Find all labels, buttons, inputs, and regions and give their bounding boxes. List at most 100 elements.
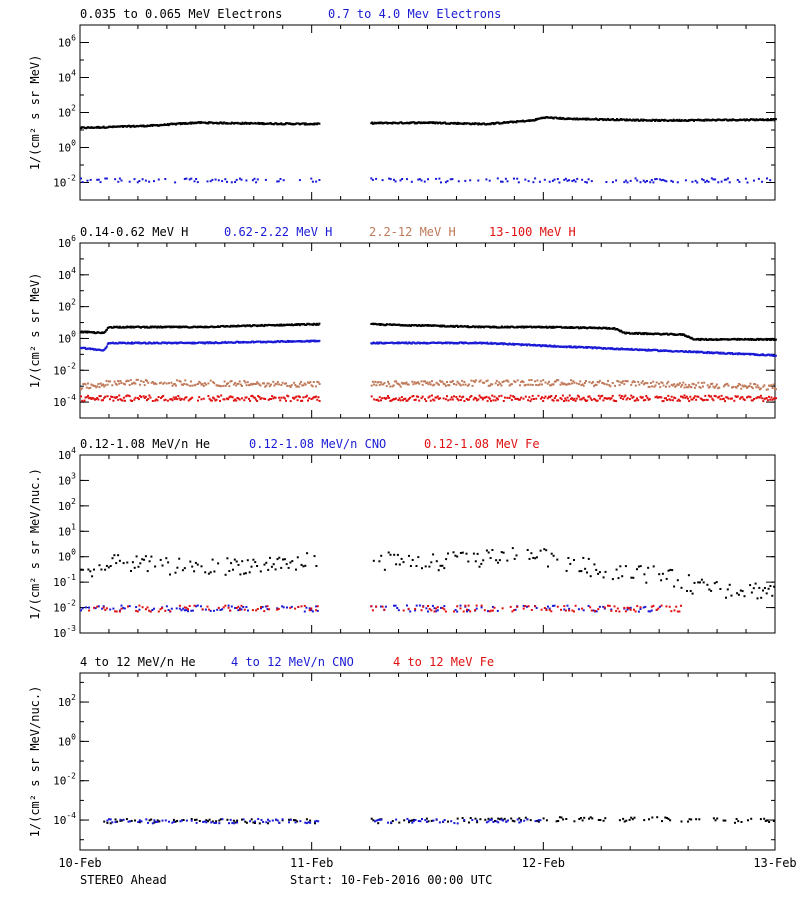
data-point (170, 398, 173, 401)
data-point (96, 605, 99, 608)
data-point (282, 396, 285, 399)
data-point (646, 396, 649, 399)
data-point (108, 818, 110, 821)
data-point (586, 399, 589, 402)
data-point (219, 399, 221, 402)
data-point (578, 570, 581, 573)
data-point (109, 565, 112, 567)
data-point (535, 384, 538, 386)
data-point (317, 396, 320, 399)
data-point (616, 380, 619, 382)
data-point (217, 562, 220, 565)
data-point (307, 399, 309, 402)
data-point (456, 398, 459, 400)
data-point (713, 386, 716, 389)
data-point (223, 398, 226, 401)
data-point (587, 557, 590, 560)
data-point (487, 551, 490, 554)
y-tick-label: 10-2 (53, 361, 76, 377)
data-point (144, 179, 147, 182)
data-point (590, 399, 593, 401)
data-point (453, 383, 455, 385)
data-point (90, 398, 93, 400)
data-point (100, 568, 103, 571)
data-point (544, 381, 547, 384)
data-point (432, 398, 435, 401)
data-point (528, 379, 531, 382)
data-point (687, 386, 689, 389)
data-point (633, 608, 635, 611)
data-point (315, 819, 318, 822)
data-point (128, 605, 131, 608)
data-point (558, 117, 561, 120)
data-point (221, 818, 224, 821)
data-point (138, 604, 141, 607)
data-point (506, 379, 509, 382)
data-point (475, 397, 477, 400)
data-point (134, 382, 137, 385)
data-point (521, 380, 524, 383)
data-point (178, 604, 181, 607)
data-point (576, 177, 579, 180)
data-point (95, 398, 98, 401)
data-point (726, 382, 729, 385)
data-point (288, 818, 290, 821)
data-point (555, 820, 558, 823)
y-tick-label: 102 (58, 104, 76, 120)
data-point (578, 395, 581, 398)
data-point (513, 557, 516, 560)
data-point (427, 610, 429, 613)
data-point (538, 383, 541, 386)
data-point (412, 818, 415, 821)
data-point (245, 821, 248, 824)
data-point (303, 382, 306, 385)
data-point (151, 381, 154, 383)
data-point (446, 180, 449, 183)
data-point (769, 119, 772, 122)
data-point (478, 565, 481, 568)
data-point (196, 181, 199, 184)
data-point (503, 817, 506, 820)
data-point (311, 610, 314, 613)
data-point (168, 820, 170, 823)
data-point (393, 178, 395, 181)
data-point (441, 607, 444, 610)
data-point (191, 384, 194, 387)
data-point (286, 339, 289, 342)
data-point (278, 821, 281, 824)
data-point (490, 383, 492, 386)
data-point (445, 558, 448, 561)
data-point (524, 605, 527, 608)
data-point (471, 384, 474, 387)
data-point (179, 399, 182, 401)
data-point (504, 177, 507, 180)
data-point (718, 395, 721, 398)
data-point (427, 383, 430, 386)
data-point (665, 385, 667, 388)
data-point (381, 605, 384, 608)
data-point (595, 610, 598, 613)
data-point (216, 384, 219, 387)
data-point (630, 576, 633, 579)
data-point (590, 346, 593, 349)
data-point (534, 119, 537, 122)
data-point (208, 608, 211, 611)
data-point (230, 122, 232, 125)
data-point (750, 386, 753, 388)
data-point (663, 179, 666, 182)
data-point (763, 817, 766, 820)
legend-entry: 0.62-2.22 MeV H (224, 225, 332, 239)
data-point (517, 398, 520, 401)
data-point (654, 178, 657, 181)
data-point (459, 384, 462, 387)
data-point (104, 568, 107, 571)
data-point (104, 384, 107, 387)
data-point (156, 820, 159, 823)
data-point (673, 383, 676, 386)
data-point (624, 610, 627, 613)
data-point (245, 606, 248, 608)
data-point (678, 118, 681, 121)
data-point (741, 590, 744, 593)
data-point (531, 394, 534, 397)
data-point (270, 565, 273, 568)
